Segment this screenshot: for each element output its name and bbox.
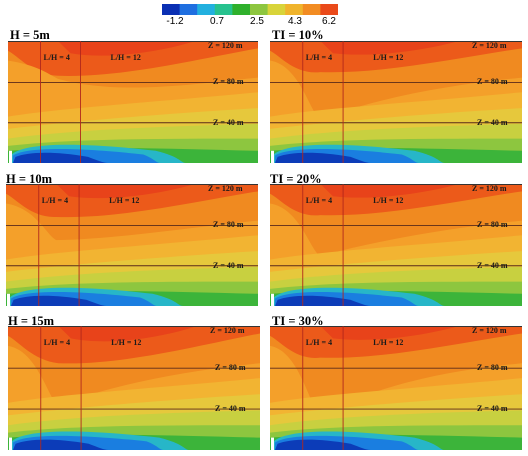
panel-title: TI = 10% — [272, 28, 324, 42]
label-lh-4: L/H = 4 — [305, 338, 333, 347]
contour-band — [275, 439, 371, 450]
contour-field — [270, 41, 522, 163]
label-z-40: Z = 40 m — [213, 117, 244, 127]
colorbar: -1.2 0.7 2.5 4.3 6.2 — [162, 4, 338, 28]
contour-panel-ti20: L/H = 4 L/H = 12 Z = 120 m Z = 80 m Z = 40 m — [270, 184, 522, 306]
label-z-80: Z = 80 m — [477, 220, 508, 230]
label-lh-4: L/H = 4 — [43, 53, 70, 62]
label-z-80: Z = 80 m — [477, 363, 508, 373]
obstacle-wall — [9, 150, 12, 163]
contour-panel-ti30: L/H = 4 L/H = 12 Z = 120 m Z = 80 m Z = 40 m — [270, 326, 522, 450]
panel-title: TI = 30% — [272, 314, 324, 328]
label-z-40: Z = 40 m — [477, 117, 508, 127]
contour-panel-h10: L/H = 4 L/H = 12 Z = 120 m Z = 80 m Z = 40 m — [6, 184, 258, 306]
contour-field — [270, 184, 522, 306]
label-z-120: Z = 120 m — [472, 326, 507, 335]
contour-field — [270, 326, 522, 450]
obstacle-wall — [271, 437, 274, 450]
label-z-120: Z = 120 m — [208, 41, 243, 50]
label-z-40: Z = 40 m — [213, 260, 244, 270]
obstacle-wall — [7, 293, 10, 306]
colorbar-swatch — [162, 4, 181, 15]
contour-field — [8, 41, 258, 163]
contour-band — [275, 152, 371, 163]
contour-field — [8, 326, 260, 450]
obstacle-wall — [271, 293, 274, 306]
colorbar-tick: 6.2 — [322, 16, 336, 27]
colorbar-tick: 4.3 — [288, 16, 302, 27]
label-z-80: Z = 80 m — [477, 77, 508, 87]
panel-title: H = 10m — [6, 172, 53, 186]
label-z-120: Z = 120 m — [210, 326, 245, 335]
colorbar-swatch — [250, 4, 269, 15]
colorbar-tick: 2.5 — [250, 16, 264, 27]
colorbar-swatch — [214, 4, 233, 15]
label-z-40: Z = 40 m — [477, 404, 508, 414]
colorbar-swatch — [302, 4, 321, 15]
panel-title: H = 15m — [8, 314, 55, 328]
obstacle-wall — [271, 150, 274, 163]
label-lh-12: L/H = 12 — [373, 196, 404, 205]
colorbar-swatch — [320, 4, 338, 15]
colorbar-swatch — [232, 4, 251, 15]
contour-field — [6, 184, 258, 306]
contour-band — [320, 41, 459, 55]
label-z-80: Z = 80 m — [213, 220, 244, 230]
contour-band — [320, 326, 459, 340]
colorbar-tick: -1.2 — [166, 16, 184, 27]
contour-band — [58, 326, 198, 342]
colorbar-gradient — [162, 4, 338, 15]
label-z-80: Z = 80 m — [215, 363, 246, 373]
label-z-120: Z = 120 m — [208, 184, 243, 193]
contour-band — [58, 41, 196, 56]
label-z-120: Z = 120 m — [472, 41, 507, 50]
label-z-120: Z = 120 m — [472, 184, 507, 193]
colorbar-swatch — [267, 4, 286, 15]
contour-band — [56, 184, 196, 199]
colorbar-swatch — [179, 4, 198, 15]
label-z-40: Z = 40 m — [477, 260, 508, 270]
contour-band — [11, 295, 107, 306]
colorbar-swatch — [197, 4, 216, 15]
colorbar-tick: 0.7 — [210, 16, 224, 27]
label-lh-4: L/H = 4 — [41, 196, 69, 205]
panel-title: H = 5m — [10, 28, 50, 42]
label-lh-12: L/H = 12 — [111, 338, 142, 347]
label-lh-4: L/H = 4 — [43, 338, 71, 347]
colorbar-swatch — [285, 4, 304, 15]
label-z-80: Z = 80 m — [213, 77, 244, 87]
contour-panel-ti10: L/H = 4 L/H = 12 Z = 120 m Z = 80 m Z = 40 m — [270, 41, 522, 163]
label-lh-12: L/H = 12 — [373, 53, 404, 62]
contour-band — [13, 152, 108, 163]
obstacle-wall — [9, 437, 12, 450]
contour-panel-h15: L/H = 4 L/H = 12 Z = 120 m Z = 80 m Z = 40 m — [8, 326, 260, 450]
contour-panel-h5: L/H = 4 L/H = 12 Z = 120 m Z = 80 m Z = 40 m — [8, 41, 258, 163]
label-lh-12: L/H = 12 — [109, 196, 140, 205]
contour-band — [275, 295, 371, 306]
label-z-40: Z = 40 m — [215, 404, 246, 414]
contour-band — [13, 439, 109, 450]
label-lh-4: L/H = 4 — [305, 196, 333, 205]
label-lh-12: L/H = 12 — [110, 53, 141, 62]
contour-band — [320, 184, 459, 198]
panel-title: TI = 20% — [270, 172, 322, 186]
label-lh-4: L/H = 4 — [305, 53, 333, 62]
label-lh-12: L/H = 12 — [373, 338, 404, 347]
